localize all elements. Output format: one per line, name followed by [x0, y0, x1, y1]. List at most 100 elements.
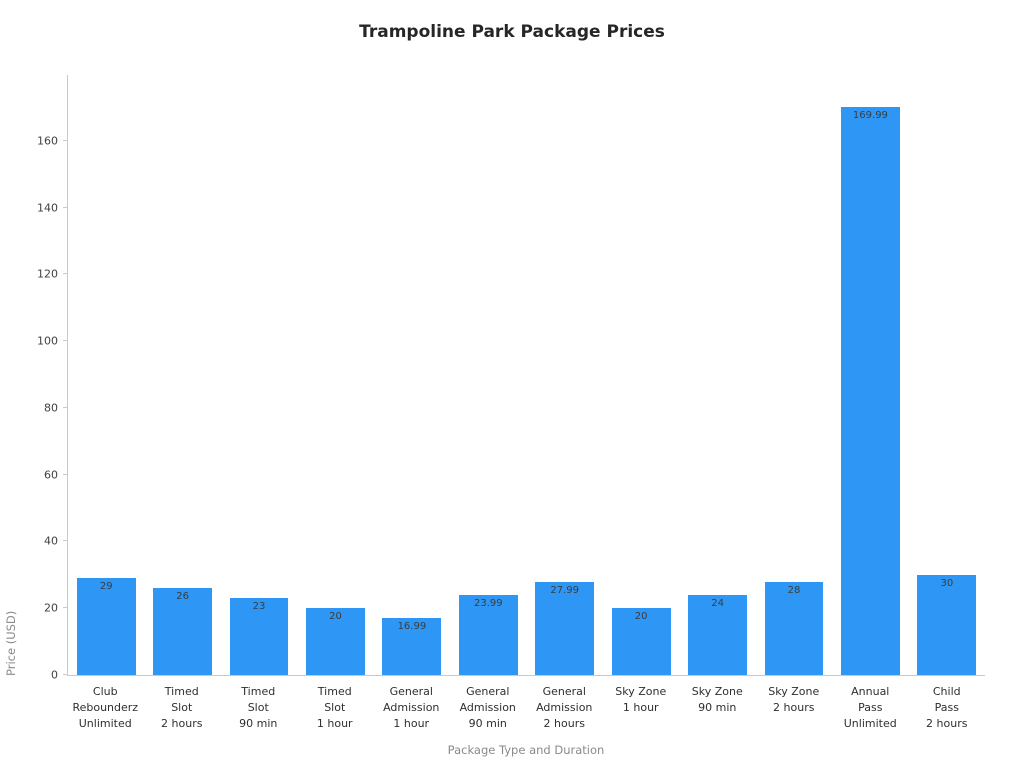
bar-slot: 169.99	[832, 75, 908, 675]
x-category-label-line: 90 min	[239, 717, 278, 730]
y-tick-mark	[63, 206, 68, 208]
x-category-label-line: Pass	[934, 701, 959, 714]
x-category-label-line: Timed	[241, 685, 276, 698]
x-category-label-line: Timed	[164, 685, 199, 698]
plot-area: 0 20 40 60 80 100 120 140 160 29 26 23 20 16.99 23.99…	[37, 75, 985, 682]
x-axis-title: Package Type and Duration	[447, 743, 605, 757]
bar-value-label: 16.99	[397, 621, 427, 633]
x-category-label: Child Pass 2 hours	[909, 684, 986, 732]
bar-value-label: 23.99	[473, 597, 503, 609]
x-category-label-line: 2 hours	[161, 717, 203, 730]
x-category-label-line: 1 hour	[622, 701, 659, 714]
x-category-label-line: Unlimited	[843, 717, 897, 730]
y-tick-label: 120	[37, 267, 58, 281]
x-category-label: Timed Slot 1 hour	[297, 684, 374, 732]
bar-value-label: 169.99	[852, 110, 888, 122]
y-tick-mark	[63, 340, 68, 342]
x-category-label-line: Child	[932, 685, 961, 698]
x-category-label-line: 2 hours	[926, 717, 968, 730]
x-category-label: Timed Slot 2 hours	[144, 684, 221, 732]
bar: 29	[76, 578, 136, 675]
bar: 20	[611, 608, 671, 675]
x-category-label: Timed Slot 90 min	[220, 684, 297, 732]
bar-slot: 29	[68, 75, 144, 675]
x-category-label: Sky Zone 90 min	[679, 684, 756, 732]
bar-slot: 30	[909, 75, 985, 675]
y-tick-label: 160	[37, 134, 58, 148]
x-category-label-line: Sky Zone	[691, 685, 743, 698]
x-category-label-line: 2 hours	[543, 717, 585, 730]
bar-slot: 20	[297, 75, 373, 675]
bar: 27.99	[535, 581, 595, 675]
x-category-label-line: Unlimited	[78, 717, 132, 730]
bar-slot: 23.99	[450, 75, 526, 675]
bar-slot: 24	[679, 75, 755, 675]
bar-value-label: 23	[252, 601, 266, 613]
y-tick-mark	[63, 139, 68, 141]
x-category-label-line: Slot	[171, 701, 193, 714]
x-category-label-line: Timed	[317, 685, 352, 698]
bar-value-label: 20	[329, 611, 342, 623]
x-category-label: Club Rebounderz Unlimited	[67, 684, 144, 732]
bar: 16.99	[382, 618, 442, 675]
x-category-label-line: 1 hour	[393, 717, 430, 730]
bar-slot: 26	[144, 75, 220, 675]
x-category-label: Sky Zone 2 hours	[756, 684, 833, 732]
x-category-label-line: Sky Zone	[615, 685, 667, 698]
bar-slot: 23	[221, 75, 297, 675]
y-tick-label: 80	[44, 401, 58, 415]
x-category-label: Sky Zone 1 hour	[603, 684, 680, 732]
bar-value-label: 24	[711, 597, 724, 609]
x-category-label-line: General	[389, 685, 433, 698]
bar: 28	[764, 581, 824, 675]
x-category-label-line: Rebounderz	[72, 701, 139, 714]
bar: 23.99	[458, 594, 518, 675]
x-category-label-line: Admission	[459, 701, 516, 714]
chart-title: Trampoline Park Package Prices	[359, 22, 665, 42]
bar-value-label: 27.99	[550, 584, 580, 596]
bar-value-label: 29	[99, 581, 113, 593]
bar-value-label: 30	[940, 577, 954, 589]
x-category-label-line: Pass	[858, 701, 883, 714]
y-tick-mark	[63, 674, 68, 675]
bar: 26	[153, 588, 213, 675]
bar-value-label: 28	[787, 584, 801, 596]
bar-slot: 27.99	[527, 75, 603, 675]
x-category-label-line: Club	[92, 685, 118, 698]
y-tick-label: 40	[44, 534, 58, 548]
bars-row: 29 26 23 20 16.99 23.99 27.99 20 24 28 169.99 30	[68, 75, 985, 675]
bar: 24	[688, 594, 747, 675]
y-tick-label: 0	[51, 668, 58, 682]
bar: 169.99	[841, 107, 900, 675]
x-category-label-line: Annual	[851, 685, 890, 698]
x-category-label-line: Slot	[247, 701, 269, 714]
bar-slot: 20	[603, 75, 679, 675]
x-category-label-line: 90 min	[468, 717, 507, 730]
x-category-label-line: Admission	[536, 701, 593, 714]
bar: 30	[917, 574, 977, 675]
x-axis-category-labels: Club Rebounderz Unlimited Timed Slot 2 hours T…	[67, 684, 985, 732]
y-tick-mark	[63, 406, 68, 408]
x-category-label-line: General	[466, 685, 510, 698]
bar-slot: 16.99	[374, 75, 450, 675]
x-category-label-line: General	[542, 685, 586, 698]
y-tick-mark	[63, 607, 68, 609]
x-category-label-line: 90 min	[698, 701, 737, 714]
x-category-label: General Admission 1 hour	[373, 684, 450, 732]
y-tick-label: 60	[44, 468, 58, 482]
bar: 23	[229, 598, 289, 675]
y-tick-mark	[63, 273, 68, 275]
x-category-label-line: 1 hour	[316, 717, 353, 730]
x-category-label-line: Admission	[383, 701, 440, 714]
x-category-label: General Admission 2 hours	[526, 684, 603, 732]
y-tick-label: 100	[37, 334, 58, 348]
x-category-label-line: Sky Zone	[768, 685, 820, 698]
bar: 20	[306, 608, 365, 675]
bar-value-label: 26	[176, 591, 189, 603]
x-category-label-line: Slot	[324, 701, 346, 714]
x-category-label: General Admission 90 min	[450, 684, 527, 732]
bar-value-label: 20	[634, 611, 648, 623]
x-category-label-line: 2 hours	[773, 701, 815, 714]
y-tick-mark	[63, 473, 68, 475]
